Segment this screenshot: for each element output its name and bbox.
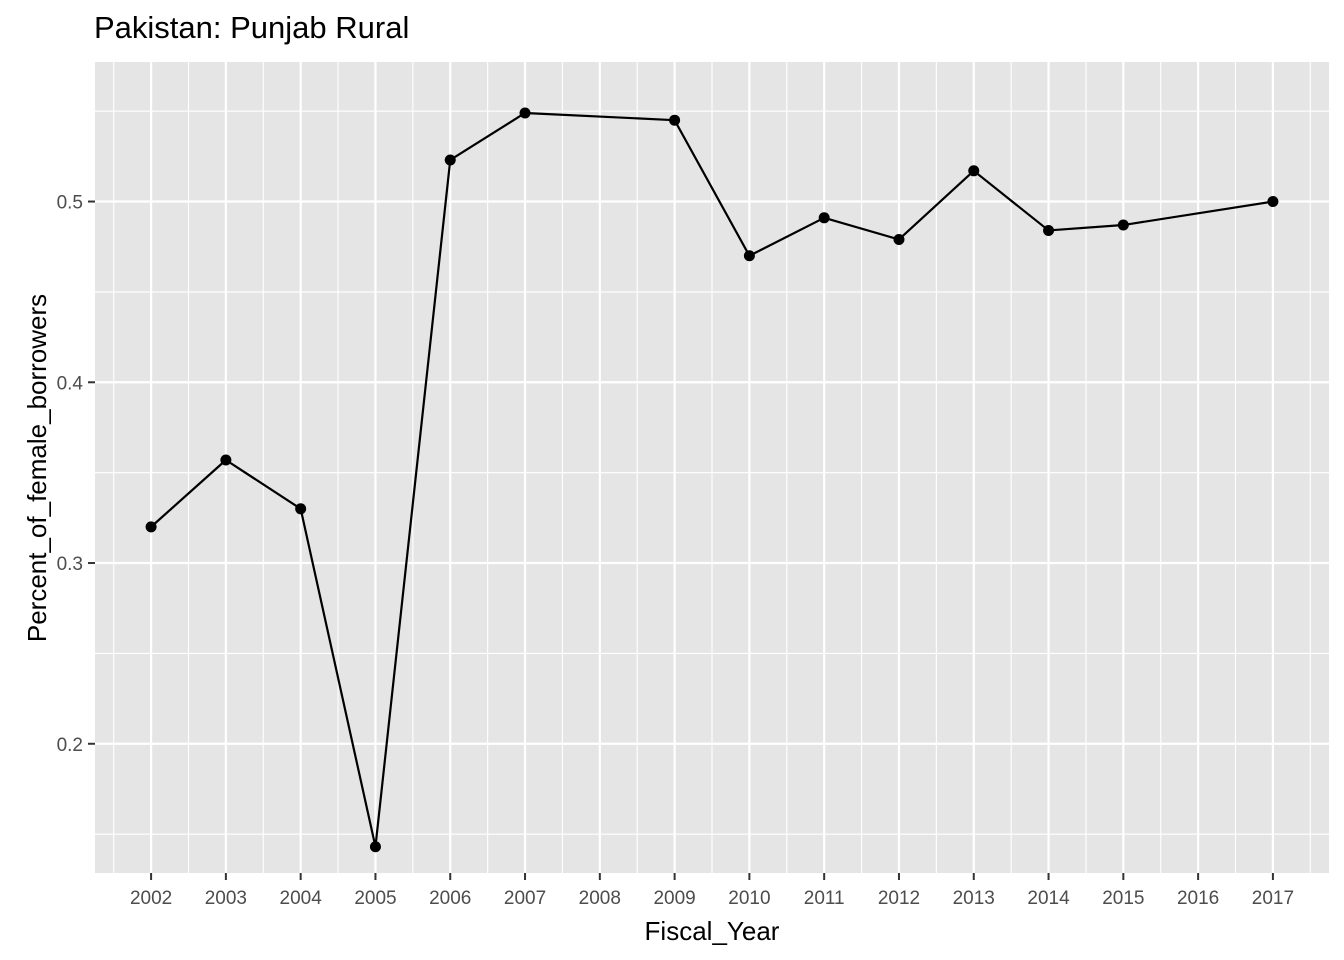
- data-point: [369, 841, 381, 853]
- x-tick-label: 2005: [354, 888, 396, 909]
- x-axis-title: Fiscal_Year: [645, 916, 780, 946]
- data-point: [893, 233, 905, 245]
- y-tick-label: 0.4: [57, 373, 84, 394]
- chart-title: Pakistan: Punjab Rural: [94, 10, 409, 45]
- x-tick-label: 2008: [579, 888, 621, 909]
- data-point: [519, 107, 531, 119]
- data-point: [818, 212, 830, 224]
- x-tick-label: 2017: [1252, 888, 1294, 909]
- y-axis-title: Percent_of_female_borrowers: [22, 294, 52, 642]
- data-point: [444, 154, 456, 166]
- x-tick-label: 2011: [804, 888, 845, 909]
- y-axis-ticks: 0.2 0.3 0.4 0.5: [57, 193, 95, 756]
- series-points: [145, 107, 1279, 853]
- data-point: [1117, 219, 1129, 231]
- x-tick-label: 2004: [280, 888, 323, 909]
- data-point: [743, 250, 755, 262]
- data-point: [220, 454, 232, 466]
- x-tick-label: 2015: [1102, 888, 1144, 909]
- x-axis-ticks: 2002 2003 2004 2005 2006 2007 2008 2009 2010 2011…: [130, 873, 1294, 909]
- data-point: [968, 165, 980, 177]
- x-tick-label: 2009: [653, 888, 695, 909]
- x-tick-label: 2006: [429, 888, 471, 909]
- x-tick-label: 2013: [953, 888, 995, 909]
- x-tick-label: 2002: [130, 888, 172, 909]
- x-tick-label: 2007: [504, 888, 546, 909]
- x-tick-label: 2010: [728, 888, 770, 909]
- data-point: [295, 503, 307, 515]
- x-tick-label: 2016: [1177, 888, 1219, 909]
- x-tick-label: 2012: [878, 888, 920, 909]
- series-line: [150, 111, 1274, 848]
- y-tick-label: 0.3: [57, 554, 83, 575]
- x-tick-label: 2003: [205, 888, 247, 909]
- major-gridlines: [95, 62, 1329, 873]
- y-tick-label: 0.2: [57, 735, 83, 756]
- series-line-group: [150, 111, 1274, 848]
- data-point: [145, 521, 157, 533]
- y-tick-label: 0.5: [57, 193, 83, 214]
- data-point: [1043, 224, 1055, 236]
- data-point: [669, 114, 681, 126]
- data-point: [1267, 196, 1279, 208]
- x-tick-label: 2014: [1027, 888, 1070, 909]
